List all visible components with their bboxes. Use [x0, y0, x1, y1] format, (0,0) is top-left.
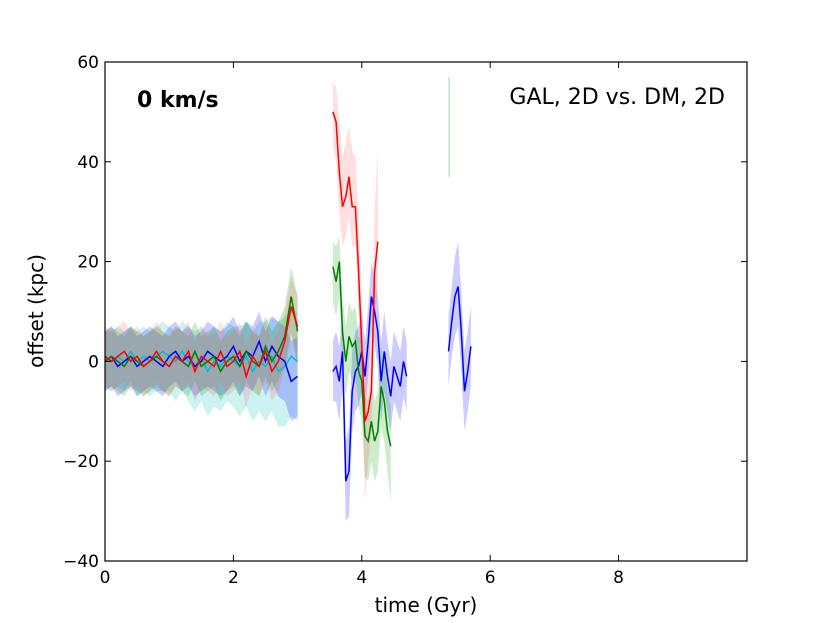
series-1-line-0 — [104, 339, 299, 383]
series-2-line-0 — [104, 296, 299, 373]
x-axis-label: time (Gyr) — [375, 593, 478, 617]
y-tick-label-5: −40 — [63, 552, 99, 572]
y-tick-label-3: 0 — [88, 352, 99, 372]
x-axis-ticks: 0 2 4 6 8 — [100, 62, 624, 588]
series-3-line-1 — [332, 111, 379, 422]
x-tick-label-4: 8 — [613, 568, 624, 588]
x-tick-label-3: 6 — [485, 568, 496, 588]
series-1-line-2 — [447, 286, 472, 392]
series-3-band-1 — [332, 82, 378, 502]
y-tick-label-0: 60 — [77, 53, 99, 73]
series-lines — [104, 77, 472, 482]
y-tick-label-1: 40 — [77, 153, 99, 173]
y-tick-label-4: −20 — [63, 452, 99, 472]
uncertainty-bands — [105, 82, 471, 522]
x-tick-label-1: 2 — [228, 568, 239, 588]
velocity-annotation: 0 km/s — [137, 88, 219, 113]
series-3-band-0 — [105, 276, 298, 407]
y-tick-label-2: 20 — [77, 253, 99, 273]
series-3-line-0 — [104, 306, 299, 380]
x-tick-label-2: 4 — [356, 568, 367, 588]
y-axis-label: offset (kpc) — [24, 254, 48, 368]
plot-frame — [104, 61, 748, 562]
legend-label: GAL, 2D vs. DM, 2D — [509, 85, 725, 110]
series-1-line-1 — [332, 296, 408, 482]
y-axis-ticks: 60 40 20 0 −20 −40 — [63, 53, 747, 572]
series-0-band-0 — [105, 311, 298, 427]
x-tick-label-0: 0 — [100, 568, 111, 588]
series-1-band-2 — [448, 241, 471, 432]
series-2-line-1 — [332, 261, 392, 447]
